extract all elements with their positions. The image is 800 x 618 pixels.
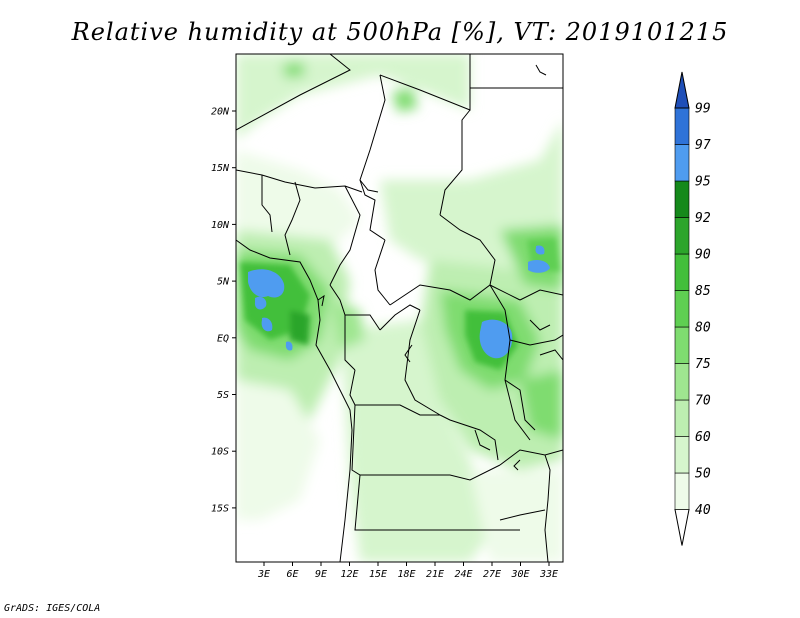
x-tick-label: 30E [510, 569, 529, 580]
colorbar: 40 50 60 70 75 80 85 90 92 95 97 99 [674, 71, 711, 546]
x-tick-label: 6E [286, 569, 298, 580]
colorbar-label: 99 [695, 102, 711, 117]
colorbar-bin [674, 509, 690, 546]
map-frame [235, 53, 564, 563]
humidity-field [236, 54, 563, 562]
x-tick-label: 3E [257, 569, 270, 580]
y-tick-label: 15N [211, 163, 230, 174]
colorbar-label: 80 [695, 321, 711, 336]
colorbar-label: 85 [695, 284, 711, 299]
colorbar-bin [674, 144, 690, 182]
y-tick-label: 20N [211, 107, 230, 118]
y-axis: 20N 15N 10N 5N EQ 5S 10S 15S [211, 107, 236, 514]
colorbar-label: 95 [695, 175, 711, 190]
colorbar-bin [674, 399, 690, 437]
colorbar-label: 40 [695, 503, 711, 518]
y-tick-label: EQ [217, 333, 229, 344]
y-tick-label: 15S [211, 503, 229, 514]
colorbar-bin [674, 472, 690, 510]
x-axis: 3E 6E 9E 12E 15E 18E 21E 24E 27E 30E 33E [257, 562, 558, 580]
colorbar-bin [674, 326, 690, 364]
colorbar-bin [674, 217, 690, 255]
colorbar-bin [674, 363, 690, 401]
colorbar-bin [674, 290, 690, 328]
colorbar-bin [674, 180, 690, 218]
y-tick-label: 10N [211, 220, 230, 231]
country-borders [236, 54, 563, 562]
x-tick-label: 9E [315, 569, 327, 580]
credit-label: GrADS: IGES/COLA [4, 603, 101, 614]
colorbar-label: 97 [695, 138, 711, 153]
x-tick-label: 24E [454, 569, 472, 580]
colorbar-label: 92 [695, 211, 711, 226]
chart-title: Relative humidity at 500hPa [%], VT: 201… [71, 18, 729, 46]
colorbar-bin [674, 71, 690, 109]
y-tick-label: 5N [217, 277, 230, 288]
colorbar-label: 50 [695, 467, 711, 482]
colorbar-label: 60 [695, 430, 711, 445]
colorbar-bin [674, 436, 690, 474]
x-tick-label: 33E [539, 569, 558, 580]
x-tick-label: 15E [369, 569, 387, 580]
x-tick-label: 18E [397, 569, 415, 580]
colorbar-label: 70 [695, 394, 711, 409]
x-tick-label: 12E [340, 569, 358, 580]
colorbar-bin [674, 107, 690, 145]
x-tick-label: 27E [483, 569, 501, 580]
y-tick-label: 5S [217, 390, 229, 401]
x-tick-label: 21E [426, 569, 444, 580]
colorbar-label: 90 [695, 248, 711, 263]
y-tick-label: 10S [211, 447, 229, 458]
colorbar-label: 75 [695, 357, 711, 372]
colorbar-bin [674, 253, 690, 291]
